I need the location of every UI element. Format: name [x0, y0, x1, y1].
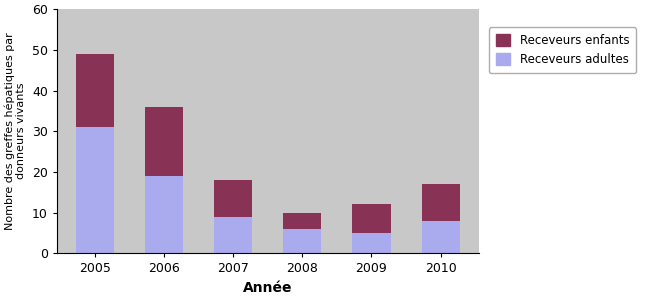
- Bar: [76, 54, 114, 127]
- Bar: [145, 107, 183, 176]
- Bar: [352, 205, 390, 233]
- Bar: [214, 217, 252, 253]
- Bar: [76, 127, 114, 253]
- Bar: [214, 180, 252, 217]
- Bar: [352, 233, 390, 253]
- Bar: [283, 229, 321, 253]
- Bar: [283, 213, 321, 229]
- Bar: [422, 184, 460, 221]
- Bar: [422, 221, 460, 253]
- X-axis label: Année: Année: [243, 281, 293, 295]
- Legend: Receveurs enfants, Receveurs adultes: Receveurs enfants, Receveurs adultes: [489, 27, 636, 74]
- Y-axis label: Nombre des greffes hépatiques par
donneurs vivants: Nombre des greffes hépatiques par donneu…: [4, 32, 26, 230]
- Bar: [145, 176, 183, 253]
